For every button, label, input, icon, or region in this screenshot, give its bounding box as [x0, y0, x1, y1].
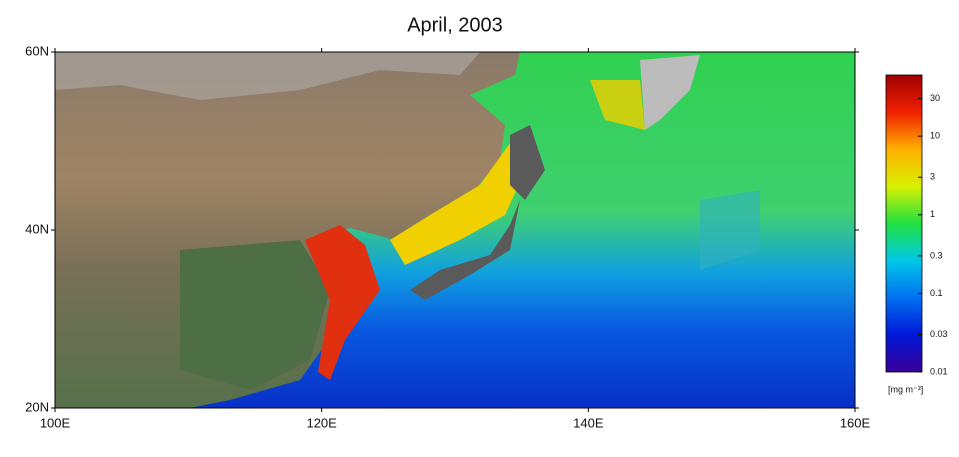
x-tick-label: 120E [306, 415, 337, 430]
colorbar-tick-label: 0.3 [930, 250, 943, 260]
colorbar-unit: [mg m⁻³] [888, 384, 923, 394]
colorbar-tick-label: 0.1 [930, 288, 943, 298]
colorbar-tick-label: 3 [930, 172, 935, 182]
colorbar [885, 74, 923, 373]
map-image [55, 52, 855, 408]
x-tick-label: 160E [840, 415, 871, 430]
x-tick-label: 100E [40, 415, 71, 430]
map-title: April, 2003 [407, 14, 503, 36]
y-tick-label: 40N [25, 221, 49, 236]
y-tick-label: 60N [25, 43, 49, 58]
colorbar-tick-label: 10 [930, 131, 940, 141]
y-tick-label: 20N [25, 399, 49, 414]
colorbar-tick-label: 1 [930, 209, 935, 219]
colorbar-tick-label: 30 [930, 93, 940, 103]
x-tick-label: 140E [573, 415, 604, 430]
colorbar-tick-label: 0.03 [930, 329, 948, 339]
colorbar-tick-label: 0.01 [930, 366, 948, 376]
